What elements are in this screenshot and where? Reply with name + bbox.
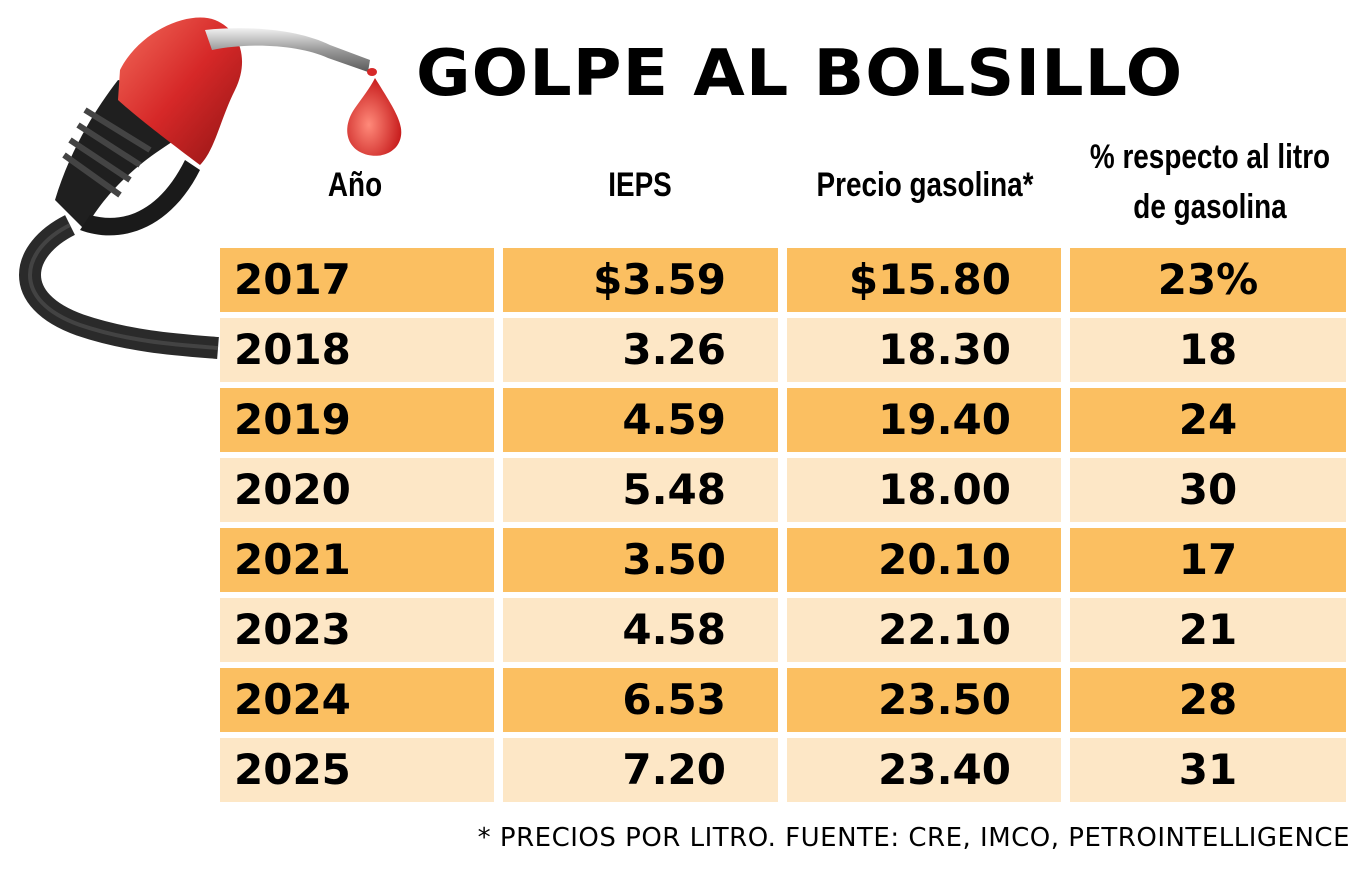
cell-percent: 17 — [1070, 528, 1346, 592]
table-row: 2019 4.59 19.40 24 — [220, 388, 1346, 458]
cell-price: 20.10 — [787, 528, 1061, 592]
cell-percent: 30 — [1070, 458, 1346, 522]
column-header-percent: % respecto al litro de gasolina — [1079, 132, 1341, 232]
table-row: 2023 4.58 22.10 21 — [220, 598, 1346, 668]
cell-ieps: 3.50 — [503, 528, 778, 592]
table-row: 2025 7.20 23.40 31 — [220, 738, 1346, 808]
cell-price: 23.40 — [787, 738, 1061, 802]
fuel-nozzle-icon — [19, 17, 402, 359]
column-header-percent-line1: % respecto al litro — [1089, 138, 1331, 176]
table-row: 2017 $3.59 $15.80 23% — [220, 248, 1346, 318]
table-row: 2021 3.50 20.10 17 — [220, 528, 1346, 598]
cell-price: 18.30 — [787, 318, 1061, 382]
cell-price: 18.00 — [787, 458, 1061, 522]
cell-year: 2024 — [220, 668, 494, 732]
cell-percent: 31 — [1070, 738, 1346, 802]
column-header-ieps: IEPS — [608, 166, 672, 204]
table-row: 2018 3.26 18.30 18 — [220, 318, 1346, 388]
cell-year: 2025 — [220, 738, 494, 802]
column-header-year: Año — [327, 166, 383, 204]
cell-year: 2017 — [220, 248, 494, 312]
cell-percent: 28 — [1070, 668, 1346, 732]
cell-year: 2023 — [220, 598, 494, 662]
cell-ieps: 4.58 — [503, 598, 778, 662]
table-row: 2024 6.53 23.50 28 — [220, 668, 1346, 738]
cell-price: 19.40 — [787, 388, 1061, 452]
cell-year: 2020 — [220, 458, 494, 522]
cell-year: 2019 — [220, 388, 494, 452]
cell-ieps: 6.53 — [503, 668, 778, 732]
cell-percent: 18 — [1070, 318, 1346, 382]
table-row: 2020 5.48 18.00 30 — [220, 458, 1346, 528]
cell-price: 22.10 — [787, 598, 1061, 662]
cell-percent: 21 — [1070, 598, 1346, 662]
column-header-price: Precio gasolina* — [816, 166, 1034, 204]
cell-price: 23.50 — [787, 668, 1061, 732]
cell-percent: 24 — [1070, 388, 1346, 452]
cell-price: $15.80 — [787, 248, 1061, 312]
cell-ieps: 7.20 — [503, 738, 778, 802]
page-title: GOLPE AL BOLSILLO — [416, 37, 1184, 111]
cell-percent: 23% — [1070, 248, 1346, 312]
source-footnote: * PRECIOS POR LITRO. FUENTE: CRE, IMCO, … — [477, 823, 1350, 853]
column-header-percent-line2: de gasolina — [1133, 188, 1287, 226]
cell-ieps: $3.59 — [503, 248, 778, 312]
cell-ieps: 3.26 — [503, 318, 778, 382]
data-table: 2017 $3.59 $15.80 23% 2018 3.26 18.30 18… — [220, 248, 1346, 808]
cell-ieps: 5.48 — [503, 458, 778, 522]
cell-year: 2018 — [220, 318, 494, 382]
cell-ieps: 4.59 — [503, 388, 778, 452]
cell-year: 2021 — [220, 528, 494, 592]
